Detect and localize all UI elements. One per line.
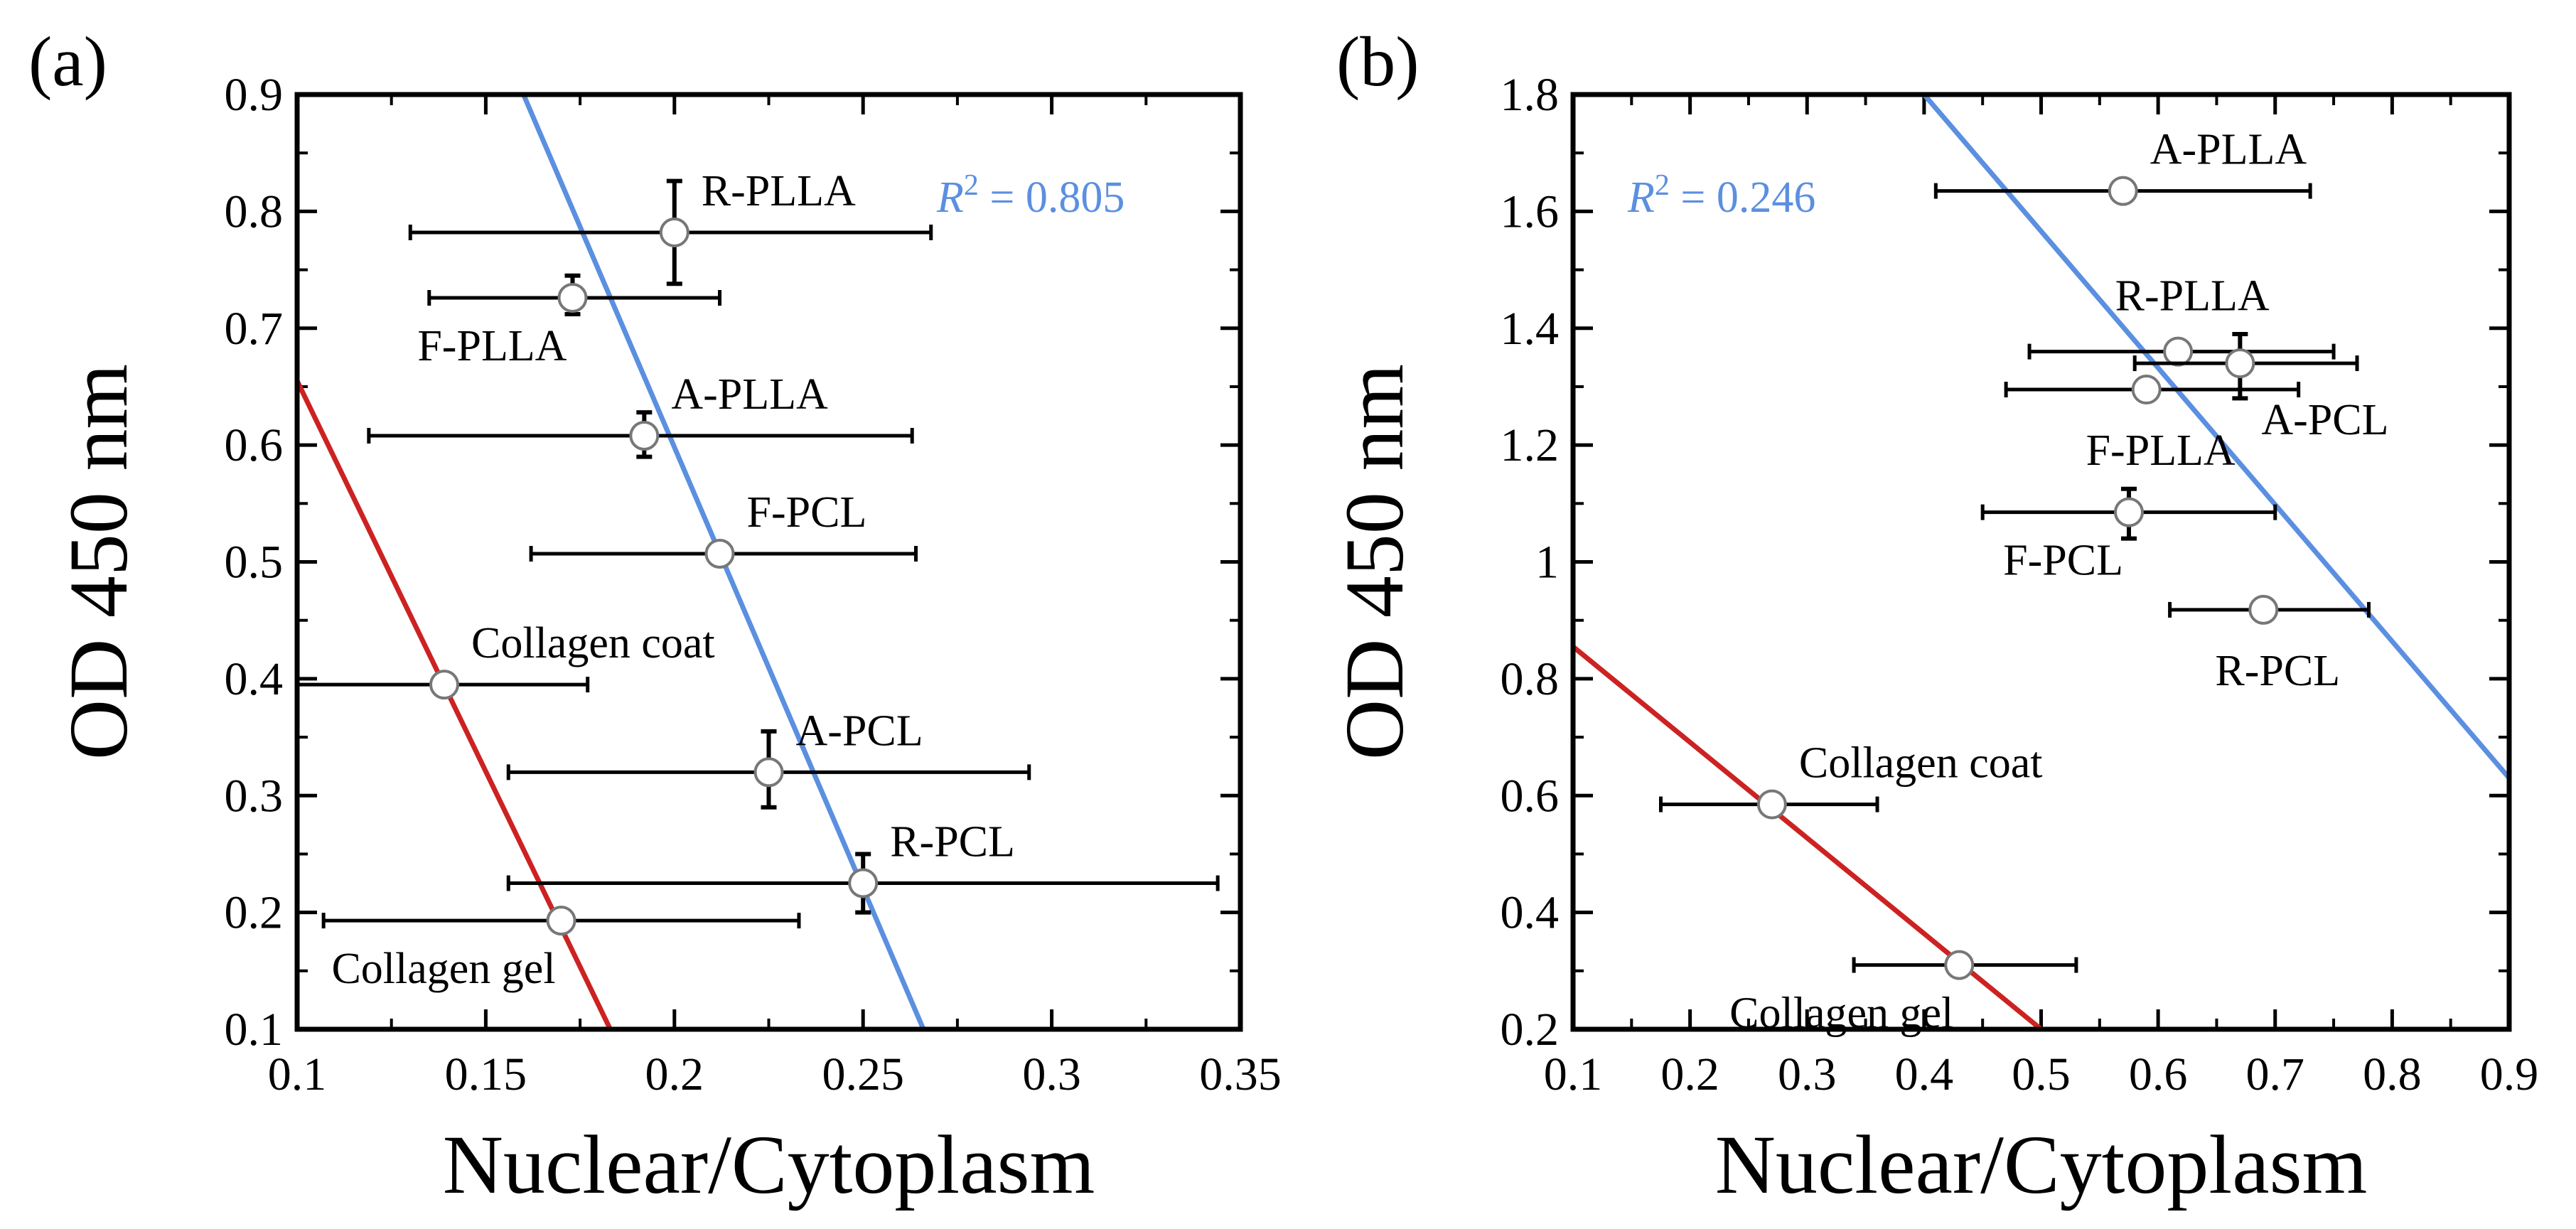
y-tick-label: 0.4	[225, 653, 284, 705]
y-tick-label: 0.1	[225, 1004, 284, 1056]
y-tick-label: 0.5	[225, 537, 284, 589]
point-r-pcl	[848, 868, 879, 898]
point-r-plla	[659, 217, 689, 247]
chart-a: 0.1 0.15 0.2 0.25 0.3 0.35 0.1 0.2 0.3 0.4 0.5 0.6 0…	[52, 69, 1282, 1211]
point-label-a-plla: A-PLLA	[2150, 126, 2307, 174]
point-label-a-plla: A-PLLA	[671, 370, 828, 419]
y-tick-label: 0.4	[1501, 887, 1560, 939]
point-f-plla	[2131, 375, 2162, 405]
point-label-f-pcl: F-PCL	[746, 488, 866, 537]
point-label-collagen-coat: Collagen coat	[471, 619, 715, 667]
point-label-f-plla: F-PLLA	[2086, 426, 2236, 475]
x-tick-label: 0.1	[268, 1048, 327, 1100]
y-tick-label: 1.2	[1501, 419, 1560, 471]
point-collagen-coat	[429, 670, 460, 700]
point-label-f-pcl: F-PCL	[2003, 537, 2123, 585]
x-tick-label: 0.3	[1778, 1048, 1837, 1100]
y-tick-label: 0.6	[225, 419, 284, 471]
y-tick-label: 1.6	[1501, 186, 1560, 237]
point-collagen-coat	[1756, 789, 1787, 820]
x-tick-label: 0.4	[1895, 1048, 1954, 1100]
y-tick-label: 0.9	[225, 69, 284, 121]
point-collagen-gel	[546, 906, 576, 936]
y-tick-label: 1	[1535, 537, 1559, 589]
point-r-pcl	[2248, 594, 2279, 625]
point-label-r-plla: R-PLLA	[702, 167, 856, 215]
y-tick-label: 0.8	[225, 186, 284, 237]
x-tick-label: 0.25	[822, 1048, 904, 1100]
point-a-pcl	[2225, 348, 2255, 379]
y-tick-label: 0.7	[225, 303, 284, 355]
y-tick-label: 1.4	[1501, 303, 1560, 355]
x-tick-label: 0.3	[1022, 1048, 1081, 1100]
x-axis-title: Nuclear/Cytoplasm	[1715, 1118, 2368, 1211]
y-tick-label: 0.3	[225, 770, 284, 822]
x-tick-label: 0.2	[1660, 1048, 1719, 1100]
point-label-a-pcl: A-PCL	[796, 707, 923, 755]
point-collagen-gel	[1944, 950, 1975, 980]
point-f-pcl	[704, 538, 735, 569]
y-axis-title: OD 450 nm	[1328, 364, 1421, 760]
x-axis-title: Nuclear/Cytoplasm	[443, 1118, 1095, 1211]
point-label-r-pcl: R-PCL	[890, 818, 1015, 866]
point-r-plla	[2163, 336, 2194, 367]
point-a-plla	[629, 420, 660, 451]
y-tick-label: 0.8	[1501, 653, 1560, 705]
r-squared-annotation: R2 = 0.246	[1627, 169, 1815, 222]
point-a-plla	[2108, 176, 2138, 206]
point-a-pcl	[753, 757, 784, 788]
y-tick-label: 1.8	[1501, 69, 1560, 121]
x-tick-label: 0.7	[2246, 1048, 2305, 1100]
y-tick-label: 0.2	[1501, 1004, 1560, 1056]
x-tick-label: 0.15	[445, 1048, 527, 1100]
point-f-plla	[557, 283, 588, 313]
x-tick-label: 0.6	[2129, 1048, 2188, 1100]
x-tick-label: 0.1	[1544, 1048, 1603, 1100]
point-label-collagen-gel: Collagen gel	[331, 945, 555, 993]
panel-label-a: (a)	[28, 22, 107, 101]
point-label-collagen-coat: Collagen coat	[1799, 739, 2043, 788]
point-label-r-pcl: R-PCL	[2215, 647, 2340, 695]
point-label-f-plla: F-PLLA	[417, 322, 567, 370]
data-points: R-PLLA F-PLLA A-PLLA F-PCL Collagen coat A-PC…	[295, 167, 1220, 993]
point-f-pcl	[2113, 497, 2144, 527]
fit-line-blue	[1922, 95, 2509, 780]
chart-b: 0.1 0.2 0.3 0.4 0.5 0.6 0.7 0.8 0.90.20.40.60.81…	[1328, 69, 2538, 1211]
plot-frame	[1570, 92, 2512, 1032]
plot-frame	[294, 92, 1243, 1032]
x-tick-label: 0.35	[1199, 1048, 1282, 1100]
fit-lines	[297, 95, 926, 1029]
r-squared-annotation: R2 = 0.805	[936, 169, 1125, 222]
x-tick-label: 0.2	[645, 1048, 704, 1100]
panel-label-b: (b)	[1336, 22, 1420, 101]
point-label-a-pcl: A-PCL	[2261, 396, 2388, 444]
point-label-r-plla: R-PLLA	[2115, 272, 2270, 321]
data-points: A-PLLA R-PLLA A-PCL F-PLLA F-PCL R-PCL Collage…	[1658, 126, 2389, 1038]
x-tick-label: 0.8	[2363, 1048, 2422, 1100]
x-tick-label: 0.5	[2012, 1048, 2071, 1100]
x-tick-label: 0.9	[2480, 1048, 2539, 1100]
y-tick-label: 0.6	[1501, 770, 1560, 822]
y-tick-label: 0.2	[225, 887, 284, 939]
y-axis-title: OD 450 nm	[52, 364, 145, 760]
